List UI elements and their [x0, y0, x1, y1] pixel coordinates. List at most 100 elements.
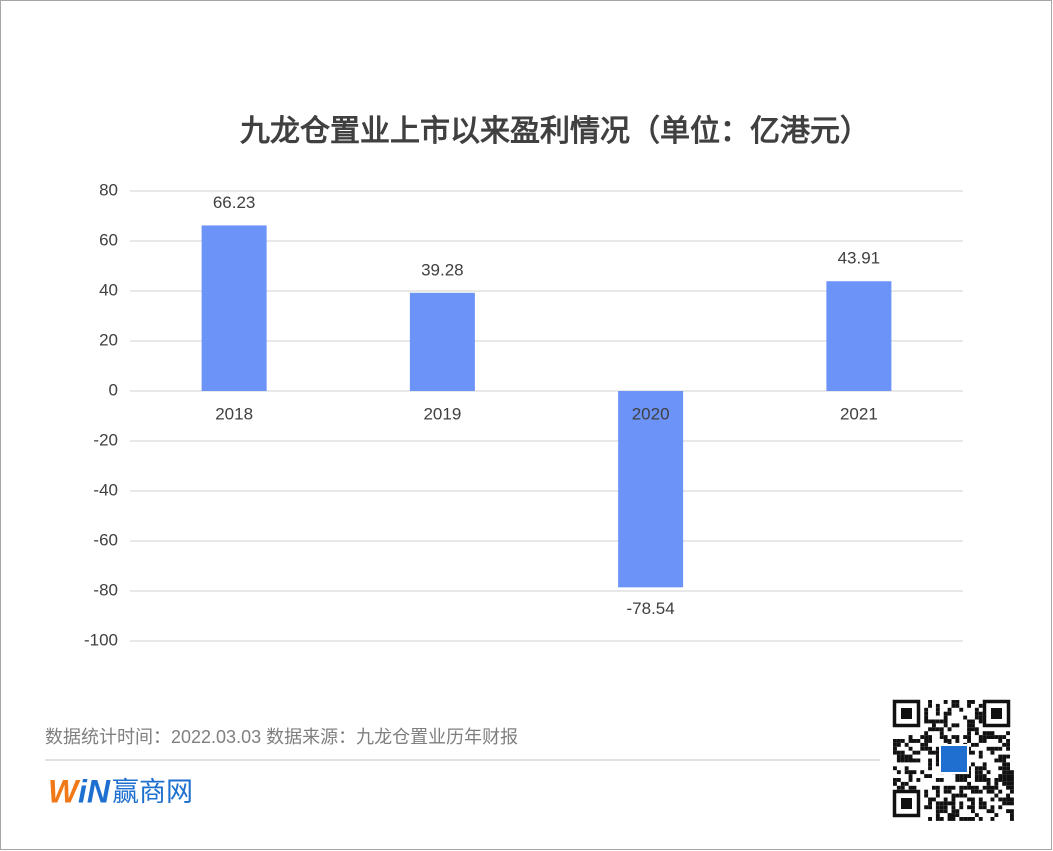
qr-cell: [939, 809, 944, 814]
qr-cell: [959, 778, 964, 782]
qr-cell: [896, 785, 901, 790]
qr-cell: [1006, 739, 1010, 743]
qr-cell: [982, 801, 987, 806]
qr-cell: [955, 793, 960, 798]
qr-cell: [963, 793, 968, 798]
qr-cell: [1006, 762, 1010, 767]
qr-cell: [978, 754, 983, 759]
qr-cell: [994, 793, 999, 798]
qr-cell: [978, 739, 983, 743]
qr-cell: [1010, 781, 1014, 786]
qr-cell: [951, 797, 956, 802]
qr-cell: [971, 805, 975, 810]
qr-cell: [1006, 766, 1010, 771]
qr-cell: [1002, 762, 1007, 767]
qr-cell: [951, 809, 956, 814]
qr-cell: [959, 774, 964, 778]
qr-cell: [928, 797, 932, 802]
qr-cell: [900, 739, 905, 743]
qr-cell: [900, 758, 905, 763]
qr-finder: [892, 789, 921, 818]
qr-cell: [932, 797, 936, 802]
qr-cell: [982, 774, 987, 778]
qr-cell: [967, 700, 971, 704]
source-note: 数据统计时间：2022.03.03 数据来源：九龙仓置业历年财报: [45, 727, 518, 747]
qr-cell: [974, 766, 979, 771]
y-tick-label: -20: [93, 430, 118, 449]
qr-cell: [924, 735, 929, 739]
qr-cell: [986, 781, 991, 786]
qr-cell: [900, 754, 905, 759]
qr-cell: [951, 813, 956, 817]
qr-cell: [935, 817, 940, 821]
y-tick-label: 0: [109, 380, 118, 399]
qr-cell: [959, 789, 964, 794]
qr-cell: [924, 731, 929, 736]
qr-cell: [982, 735, 987, 739]
qr-cell: [955, 735, 960, 739]
bar: [826, 281, 892, 391]
qr-cell: [971, 809, 975, 814]
qr-cell: [908, 758, 913, 763]
qr-cell: [924, 789, 929, 794]
qr-cell: [990, 735, 995, 739]
qr-cell: [1010, 770, 1014, 775]
qr-cell: [900, 785, 905, 790]
qr-cell: [1010, 801, 1014, 806]
qr-cell: [967, 719, 971, 724]
qr-cell: [998, 797, 1003, 802]
bar: [618, 391, 684, 588]
qr-cell: [935, 703, 940, 708]
qr-cell: [928, 817, 932, 821]
qr-cell: [978, 735, 983, 739]
qr-cell: [963, 817, 968, 821]
qr-cell: [935, 750, 940, 755]
qr-cell: [943, 785, 948, 790]
qr-finder: [892, 699, 921, 728]
qr-cell: [959, 817, 964, 821]
qr-cell: [959, 805, 964, 810]
qr-cell: [928, 703, 932, 708]
qr-cell: [1006, 785, 1010, 790]
qr-cell: [896, 758, 901, 763]
qr-cell: [947, 707, 952, 712]
qr-cell: [935, 727, 940, 732]
qr-cell: [978, 715, 983, 720]
qr-cell: [982, 731, 987, 736]
qr-cell: [1002, 770, 1007, 775]
qr-cell: [990, 731, 995, 736]
qr-cell: [920, 735, 925, 739]
qr-cell: [935, 754, 940, 759]
qr-cell: [986, 789, 991, 794]
x-tick-label: 2019: [423, 404, 461, 423]
qr-cell: [967, 817, 971, 821]
qr-cell: [939, 778, 944, 782]
qr-cell: [928, 719, 932, 724]
qr-cell: [1002, 781, 1007, 786]
qr-cell: [932, 719, 936, 724]
qr-cell: [967, 731, 971, 736]
qr-cell: [935, 707, 940, 712]
qr-cell: [974, 711, 979, 716]
qr-cell: [1002, 742, 1007, 747]
qr-cell: [967, 727, 971, 732]
qr-finder: [982, 699, 1011, 728]
qr-cell: [1010, 789, 1014, 794]
qr-cell: [893, 766, 897, 771]
qr-cell: [943, 739, 948, 743]
qr-cell: [908, 774, 913, 778]
qr-cell: [986, 731, 991, 736]
qr-cell: [990, 746, 995, 751]
qr-cell: [1010, 809, 1014, 814]
qr-cell: [935, 711, 940, 716]
qr-cell: [1006, 774, 1010, 778]
qr-cell: [967, 770, 971, 775]
qr-cell: [924, 793, 929, 798]
qr-cell: [1010, 774, 1014, 778]
qr-cell: [998, 739, 1003, 743]
qr-cell: [924, 711, 929, 716]
qr-cell: [943, 735, 948, 739]
qr-finder: [901, 798, 912, 809]
qr-cell: [982, 739, 987, 743]
